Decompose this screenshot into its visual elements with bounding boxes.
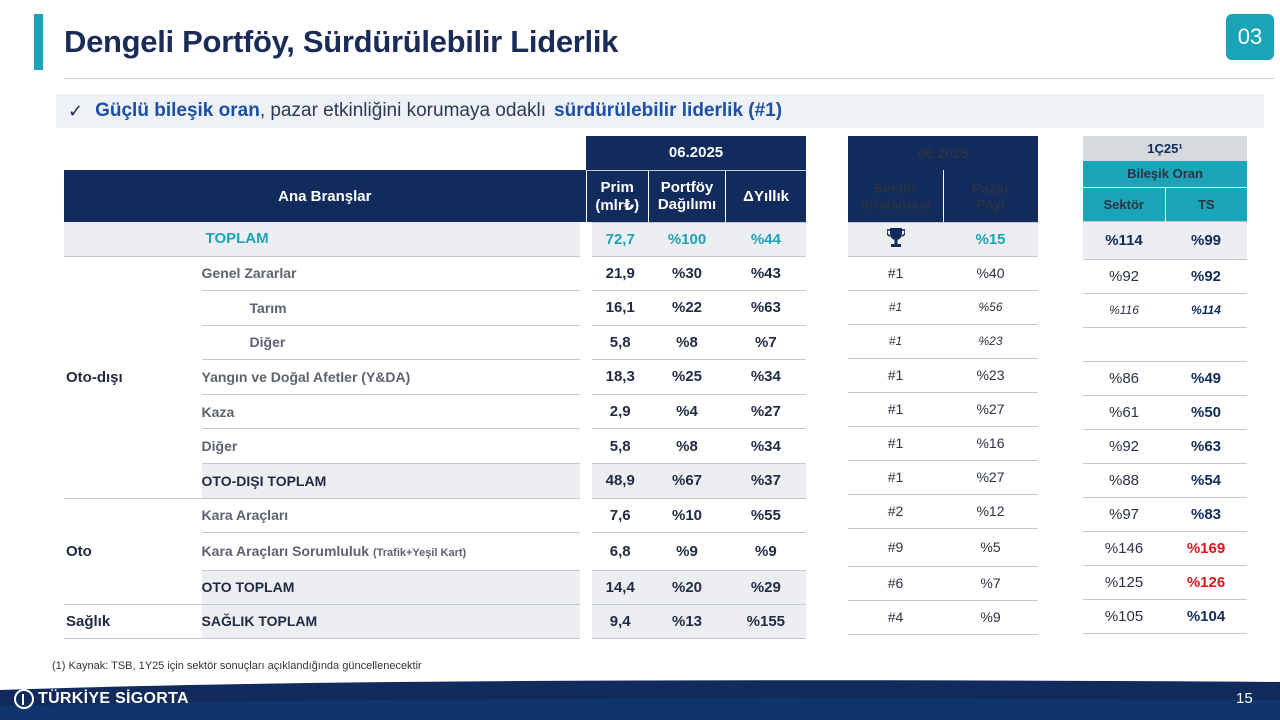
table-row: %116 %114 (1083, 293, 1247, 328)
slide-number: 15 (1236, 690, 1253, 707)
group-label-oto-disi: Oto-dışı (64, 256, 202, 499)
table-row: Yangın ve Doğal Afetler (Y&DA) 18,3 %25 … (64, 359, 806, 395)
table-row: %61 %50 (1083, 395, 1247, 430)
share-column-header: Pazar Payı (942, 170, 1038, 223)
group-label-oto: Oto (64, 498, 202, 605)
combined-ratio-table: 1Ç25¹ Bileşik Oran Sektör TS %114 %99 %9… (1083, 136, 1247, 634)
title-accent-bar (34, 14, 43, 70)
table-row: %125 %126 (1083, 565, 1247, 600)
table-row: %105 %104 (1083, 599, 1247, 634)
table-row: Diğer 5,8 %8 %7 (64, 325, 806, 361)
total-row: TOPLAM 72,7 %100 %44 (64, 222, 806, 257)
title-divider (64, 78, 1274, 79)
check-icon: ✓ (68, 100, 84, 121)
table-row: #6 %7 (848, 566, 1038, 601)
table-row: #1 %27 (848, 460, 1038, 495)
company-logo: TÜRKİYE SİGORTA (14, 689, 189, 709)
table-row: #9 %5 (848, 528, 1038, 567)
branch-column-header: Ana Branşlar (64, 170, 587, 222)
page-title: Dengeli Portföy, Sürdürülebilir Liderlik (64, 24, 619, 59)
ts-column-header: TS (1164, 186, 1247, 222)
footer-band (0, 680, 1280, 720)
sector-column-header: Sektör (1083, 186, 1165, 222)
rank-column-header: Sektör Sıralaması (848, 170, 943, 223)
table-row: Kaza 2,9 %4 %27 (64, 394, 806, 430)
table-row: #1 %23 (848, 358, 1038, 393)
logo-icon (14, 689, 34, 709)
table-row: #2 %12 (848, 494, 1038, 529)
table-row: %146 %169 (1083, 531, 1247, 566)
table-row: %97 %83 (1083, 497, 1247, 532)
combined-ratio-header: Bileşik Oran (1083, 161, 1247, 187)
group-label-saglik: Sağlık (64, 604, 202, 639)
table-row: #4 %9 (848, 600, 1038, 635)
distribution-column-header: Portföy Dağılımı (647, 170, 726, 223)
period-header: 06.2025 (848, 136, 1038, 170)
table-row: #1 %27 (848, 392, 1038, 427)
table-row: %86 %49 (1083, 361, 1247, 396)
total-row: %114 %99 (1083, 221, 1247, 260)
total-row: %15 (848, 222, 1038, 257)
subtotal-row: Sağlık SAĞLIK TOPLAM 9,4 %13 %155 (64, 604, 806, 639)
table-row: %92 %92 (1083, 259, 1247, 294)
section-badge: 03 (1226, 14, 1274, 60)
yoy-column-header: ΔYıllık (725, 170, 806, 223)
table-row: %92 %63 (1083, 429, 1247, 464)
period-header: 1Ç25¹ (1083, 136, 1247, 161)
subtitle-highlight-2: sürdürülebilir liderlik (#1) (554, 100, 783, 121)
table-row: Diğer 5,8 %8 %34 (64, 428, 806, 464)
table-row: Oto-dışı Genel Zararlar 21,9 %30 %43 (64, 256, 806, 499)
table-row: #1 %23 (848, 324, 1038, 359)
table-row: Kara Araçları Sorumluluk (Trafik+Yeşil K… (64, 532, 806, 571)
table-row (1083, 327, 1247, 362)
table-row: Tarım 16,1 %22 %63 (64, 290, 806, 326)
branch-premium-table: 06.2025 Ana Branşlar Prim (mlr₺) Portföy D… (64, 136, 806, 639)
trophy-icon (848, 222, 943, 257)
table-row: #1 %40 (848, 256, 1038, 291)
footnote: (1) Kaynak: TSB, 1Y25 için sektör sonuçl… (52, 660, 422, 672)
market-share-table: 06.2025 Sektör Sıralaması Pazar Payı %15 #… (848, 136, 1038, 635)
period-header: 06.2025 (586, 136, 806, 171)
subtitle-text: , pazar etkinliğini korumaya odaklı (259, 100, 547, 121)
table-row: #1 %56 (848, 290, 1038, 325)
table-row: %88 %54 (1083, 463, 1247, 498)
subtitle-banner: ✓ Güçlü bileşik oran , pazar etkinliğini… (56, 94, 1264, 128)
prim-column-header: Prim (mlr₺) (585, 170, 649, 223)
table-row: Oto Kara Araçları 7,6 %10 %55 (64, 498, 806, 605)
subtitle-highlight-1: Güçlü bileşik oran (95, 100, 260, 121)
table-row: #1 %16 (848, 426, 1038, 461)
